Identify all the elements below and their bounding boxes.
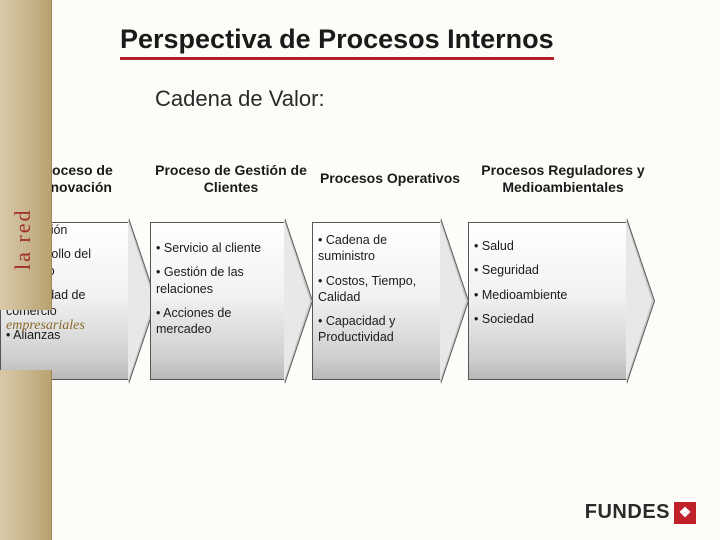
bullet-item: Acciones de mercadeo bbox=[156, 305, 286, 338]
col-regulatory: Procesos Reguladores y Medioambientales … bbox=[468, 150, 658, 410]
bullet-item: Medioambiente bbox=[474, 287, 614, 303]
bullet-item: Salud bbox=[474, 238, 614, 254]
bullet-item: Servicio al cliente bbox=[156, 240, 286, 256]
arrow-shape: Cadena de suministro Costos, Tiempo, Cali… bbox=[312, 222, 468, 380]
footer-brand: FUNDES bbox=[585, 501, 670, 524]
page-subtitle: Cadena de Valor: bbox=[155, 86, 325, 112]
bullet-item: Gestión de las relaciones bbox=[156, 264, 286, 297]
col-header: Procesos Operativos bbox=[312, 150, 468, 208]
col-operational: Procesos Operativos Cadena de suministro… bbox=[312, 150, 468, 410]
bullet-list: Servicio al cliente Gestión de las relaci… bbox=[156, 240, 286, 345]
bullet-list: Salud Seguridad Medioambiente Sociedad bbox=[474, 238, 614, 335]
sidebar-bottom-band bbox=[0, 370, 52, 540]
sidebar-mid-label: empresariales bbox=[0, 310, 140, 370]
arrow-shape: Servicio al cliente Gestión de las relaci… bbox=[150, 222, 312, 380]
bullet-item: Costos, Tiempo, Calidad bbox=[318, 273, 446, 306]
value-chain: Proceso de Innovación InvenciónDesarroll… bbox=[0, 150, 720, 410]
arrow-shape: Salud Seguridad Medioambiente Sociedad bbox=[468, 222, 658, 380]
col-header: Proceso de Gestión de Clientes bbox=[150, 150, 312, 208]
bullet-item: Cadena de suministro bbox=[318, 232, 446, 265]
bullet-item: Sociedad bbox=[474, 311, 614, 327]
col-header: Procesos Reguladores y Medioambientales bbox=[468, 150, 658, 208]
page-title: Perspectiva de Procesos Internos bbox=[120, 24, 554, 60]
bullet-item: Seguridad bbox=[474, 262, 614, 278]
sidebar-mid-text: empresariales bbox=[6, 318, 134, 334]
footer-mark-icon: ❖ bbox=[674, 502, 696, 524]
sidebar-vertical-text: la red bbox=[10, 209, 36, 270]
sidebar: la red empresariales bbox=[0, 0, 52, 540]
footer-logo: FUNDES ❖ bbox=[585, 501, 696, 524]
sidebar-top-band: la red bbox=[0, 0, 52, 310]
bullet-item: Capacidad y Productividad bbox=[318, 313, 446, 346]
col-client-management: Proceso de Gestión de Clientes Servicio … bbox=[150, 150, 312, 410]
bullet-list: Cadena de suministro Costos, Tiempo, Cali… bbox=[318, 232, 446, 354]
